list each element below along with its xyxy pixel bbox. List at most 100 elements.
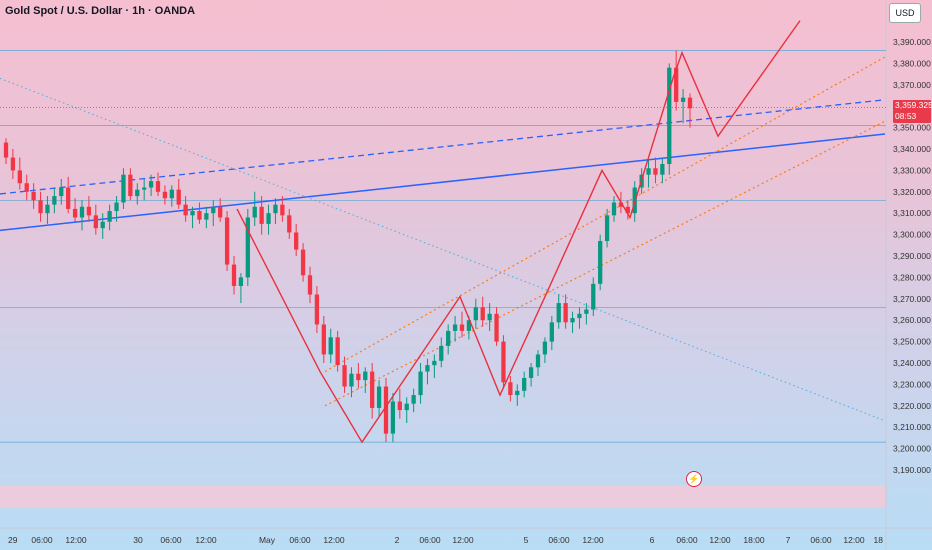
price-tick-label: 3,250.000 — [893, 337, 931, 347]
candle-body — [238, 277, 244, 286]
candle-body — [646, 168, 651, 175]
time-tick-label: 18 — [874, 535, 884, 545]
candle-body — [114, 202, 119, 212]
candle-body — [653, 168, 658, 175]
candle-body — [452, 324, 458, 331]
candle-body — [618, 202, 624, 207]
candle-body — [300, 249, 306, 276]
candle-body — [418, 371, 423, 396]
candle-body — [17, 170, 22, 184]
candle-body — [687, 97, 693, 109]
candle-body — [466, 320, 472, 331]
candle-body — [252, 206, 257, 218]
time-tick-label: 7 — [786, 535, 791, 545]
price-tick-label: 3,260.000 — [893, 315, 931, 325]
time-tick-label: 12:00 — [709, 535, 731, 545]
trendline-blue-solid — [0, 133, 886, 232]
price-tick-label: 3,290.000 — [893, 251, 931, 261]
candles — [3, 50, 693, 443]
candle-body — [59, 187, 64, 197]
price-tick-label: 3,230.000 — [893, 379, 931, 389]
candle-body — [314, 294, 320, 325]
price-tick-label: 3,310.000 — [893, 208, 931, 218]
price-tick-label: 3,340.000 — [893, 144, 931, 154]
candle-body — [577, 313, 582, 319]
candle-body — [335, 337, 340, 366]
candle-body — [3, 142, 9, 158]
candle-body — [162, 191, 168, 199]
candle-body — [176, 189, 181, 205]
candle-body — [155, 181, 161, 192]
candle-body — [680, 97, 686, 102]
price-tick-label: 3,380.000 — [893, 58, 931, 68]
flash-icon[interactable]: ⚡ — [686, 471, 702, 487]
price-tick-label: 3,280.000 — [893, 272, 931, 282]
candle-body — [204, 213, 209, 220]
candle-body — [328, 337, 333, 355]
candle-body — [625, 206, 630, 214]
candle-body — [245, 217, 250, 278]
symbol-title: Gold Spot / U.S. Dollar · 1h · OANDA — [5, 5, 196, 17]
price-tick-label: 3,300.000 — [893, 230, 931, 240]
candle-body — [79, 206, 85, 218]
time-tick-label: 12:00 — [323, 535, 345, 545]
time-tick-label: 29 — [8, 535, 18, 545]
currency-button[interactable]: USD — [889, 3, 921, 23]
candle-body — [363, 371, 368, 381]
candle-body — [190, 211, 195, 216]
time-tick-label: 30 — [133, 535, 143, 545]
candle-body — [121, 174, 126, 203]
candle-body — [570, 318, 575, 323]
candle-body — [349, 373, 354, 387]
candle-body — [218, 206, 223, 218]
candle-body — [169, 189, 174, 199]
candle-body — [383, 386, 389, 434]
time-tick-label: 6 — [650, 535, 655, 545]
price-tick-label: 3,210.000 — [893, 422, 931, 432]
candle-body — [425, 365, 430, 372]
candle-body — [556, 303, 561, 323]
time-tick-label: 06:00 — [548, 535, 570, 545]
candle-body — [294, 232, 299, 250]
candle-body — [211, 206, 216, 214]
zigzag-projection — [0, 20, 886, 444]
candle-body — [604, 215, 610, 242]
price-axis[interactable]: 3,390.000 3,380.000 3,370.000 3,350.000 3,34… — [893, 37, 931, 475]
candle-body — [24, 183, 29, 192]
candle-body — [508, 382, 513, 396]
price-tick-label: 3,370.000 — [893, 80, 931, 90]
price-tick-label: 3,200.000 — [893, 444, 931, 454]
candle-body — [522, 377, 527, 391]
candle-body — [660, 163, 665, 175]
candle-body — [72, 208, 78, 218]
candle-body — [542, 341, 548, 355]
candle-body — [487, 313, 492, 321]
candle-body — [390, 401, 396, 434]
candle-body — [93, 215, 98, 229]
candle-body — [31, 191, 36, 201]
candle-body — [370, 371, 375, 408]
price-tick-label: 3,390.000 — [893, 37, 931, 47]
candle-body — [411, 395, 416, 404]
price-tick-label: 3,220.000 — [893, 401, 931, 411]
price-tick-label: 3,320.000 — [893, 187, 931, 197]
time-tick-label: May — [259, 535, 276, 545]
candle-body — [611, 202, 617, 216]
candle-body — [86, 206, 92, 216]
price-tick-label: 3,240.000 — [893, 358, 931, 368]
candle-body — [266, 213, 271, 224]
candle-body — [674, 67, 679, 102]
time-axis[interactable]: 29 06:00 12:00 30 06:00 12:00 May 06:00 12:00 2 06… — [8, 535, 883, 545]
candle-body — [135, 189, 140, 197]
candle-body — [52, 196, 57, 205]
candle-body — [549, 322, 554, 342]
trendline-blue-dashed — [0, 99, 886, 195]
candle-body — [459, 324, 465, 331]
time-tick-label: 12:00 — [843, 535, 865, 545]
candle-body — [446, 330, 451, 346]
candle-body — [197, 211, 202, 220]
candle-body — [273, 204, 278, 214]
candle-body — [66, 187, 71, 209]
